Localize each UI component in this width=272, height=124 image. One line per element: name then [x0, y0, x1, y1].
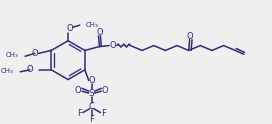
Text: O: O	[88, 76, 95, 85]
Text: O: O	[31, 49, 38, 58]
Text: F: F	[101, 109, 106, 118]
Text: CH₃: CH₃	[1, 68, 13, 74]
Text: O: O	[26, 65, 33, 74]
Text: O: O	[110, 41, 116, 50]
Text: F: F	[78, 109, 82, 118]
Text: O: O	[67, 24, 73, 33]
Text: CH₃: CH₃	[5, 52, 18, 58]
Text: O: O	[102, 86, 109, 95]
Text: S: S	[89, 89, 95, 98]
Text: C: C	[89, 102, 95, 111]
Text: F: F	[89, 115, 94, 124]
Text: CH₃: CH₃	[85, 22, 98, 28]
Text: O: O	[187, 32, 193, 41]
Text: O: O	[75, 86, 81, 95]
Text: O: O	[96, 29, 103, 37]
